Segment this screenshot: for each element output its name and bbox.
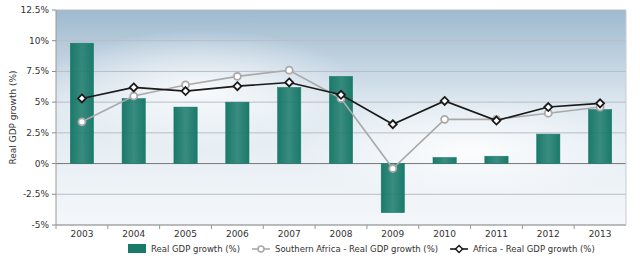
x-tick-mark (522, 225, 523, 229)
line-series (82, 70, 600, 168)
tick-mark (52, 102, 56, 103)
x-tick-mark (159, 225, 160, 229)
bar (329, 76, 352, 163)
x-axis-line (56, 225, 626, 226)
line-marker (78, 94, 86, 102)
line-marker (234, 73, 241, 80)
line-marker (130, 93, 137, 100)
line-marker (441, 116, 448, 123)
legend-label: Southern Africa - Real GDP growth (%) (275, 244, 438, 254)
x-tick-mark (470, 225, 471, 229)
grid-line (56, 194, 626, 195)
grid-line (56, 40, 626, 41)
y-axis-line (56, 10, 57, 225)
bar (226, 102, 249, 163)
line-marker (286, 67, 293, 74)
line-marker (285, 78, 293, 86)
x-tick-label: 2008 (330, 229, 353, 239)
line-marker (544, 103, 552, 111)
line-marker (389, 165, 396, 172)
tick-mark (52, 163, 56, 164)
grid-line (56, 71, 626, 72)
bar (537, 134, 560, 163)
x-tick-mark (366, 225, 367, 229)
line-marker (233, 82, 241, 90)
line-marker (182, 87, 190, 95)
x-tick-label: 2010 (433, 229, 456, 239)
legend: Real GDP growth (%) Southern Africa - Rea… (128, 244, 595, 254)
x-tick-mark (107, 225, 108, 229)
line-marker (596, 99, 604, 107)
legend-swatch (128, 244, 146, 253)
x-tick-mark (418, 225, 419, 229)
bar (485, 156, 508, 163)
tick-mark (52, 10, 56, 11)
x-tick-mark (211, 225, 212, 229)
y-tick-label: 10% (29, 36, 49, 46)
bar (278, 87, 301, 163)
y-tick-label: 0% (35, 159, 50, 169)
x-tick-mark (315, 225, 316, 229)
tick-mark (52, 40, 56, 41)
plot-frame (626, 10, 627, 225)
legend-marker (258, 246, 264, 252)
line-marker (441, 97, 449, 105)
bar (122, 98, 145, 163)
bar (433, 157, 456, 163)
tick-mark (52, 71, 56, 72)
x-tick-label: 2003 (70, 229, 93, 239)
y-tick-label: 12.5% (20, 5, 49, 15)
tick-mark (52, 132, 56, 133)
legend-label: Real GDP growth (%) (151, 244, 240, 254)
x-tick-mark (263, 225, 264, 229)
x-tick-mark (56, 225, 57, 229)
x-tick-mark (574, 225, 575, 229)
y-tick-label: 7.5% (26, 66, 49, 76)
x-tick-label: 2011 (485, 229, 508, 239)
line-marker (337, 91, 345, 99)
line-series (82, 82, 600, 124)
x-tick-label: 2009 (381, 229, 404, 239)
x-tick-label: 2006 (226, 229, 249, 239)
y-tick-label: -2.5% (23, 189, 50, 199)
bar (588, 110, 611, 164)
line-marker (389, 120, 397, 128)
tick-mark (52, 194, 56, 195)
legend-marker (456, 246, 463, 253)
x-tick-label: 2005 (174, 229, 197, 239)
legend-label: Africa - Real GDP growth (%) (473, 244, 595, 254)
grid-line (56, 10, 626, 11)
y-tick-label: 2.5% (26, 128, 49, 138)
line-marker (130, 83, 138, 91)
chart: -5% -2.5% 0% 2.5% 5% 7.5% 10% 12.5% Real GDP gro… (0, 0, 640, 261)
x-tick-label: 2013 (589, 229, 612, 239)
y-tick-label: 5% (35, 97, 50, 107)
tick-mark (52, 225, 56, 226)
line-marker (492, 117, 500, 125)
x-tick-label: 2004 (122, 229, 145, 239)
grid-line (56, 225, 626, 226)
bar (174, 107, 197, 164)
x-tick-label: 2012 (537, 229, 560, 239)
bar (381, 164, 404, 213)
plot-marks (70, 43, 612, 213)
line-marker (78, 118, 85, 125)
bar (70, 43, 93, 163)
x-tick-label: 2007 (278, 229, 301, 239)
y-tick-label: -5% (31, 220, 49, 230)
y-axis-label: Real GDP growth (%) (8, 70, 18, 164)
